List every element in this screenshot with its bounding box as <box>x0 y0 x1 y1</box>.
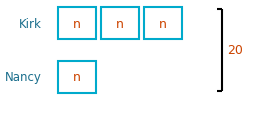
Text: n: n <box>158 17 166 30</box>
FancyBboxPatch shape <box>58 8 96 40</box>
FancyBboxPatch shape <box>58 61 96 93</box>
Text: Kirk: Kirk <box>19 17 42 30</box>
FancyBboxPatch shape <box>101 8 138 40</box>
Text: n: n <box>73 17 81 30</box>
Text: n: n <box>73 71 81 84</box>
Text: Nancy: Nancy <box>5 71 42 84</box>
FancyBboxPatch shape <box>144 8 181 40</box>
Text: 20: 20 <box>226 44 242 57</box>
Text: n: n <box>116 17 123 30</box>
